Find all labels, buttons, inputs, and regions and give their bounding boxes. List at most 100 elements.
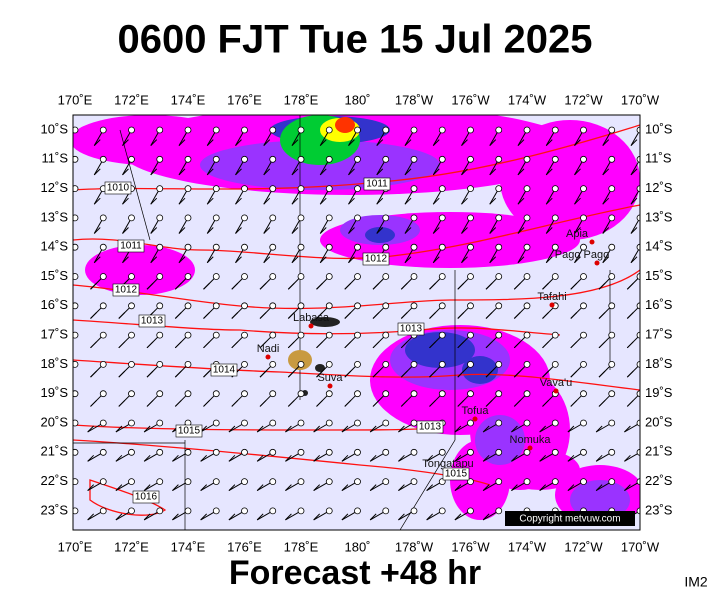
station — [354, 155, 361, 163]
lon-label: 178˚W — [395, 92, 434, 107]
station — [269, 390, 277, 398]
wind-barb — [285, 448, 305, 462]
station — [184, 302, 192, 310]
station — [523, 302, 531, 310]
wind-barb — [344, 360, 361, 378]
wind-barb — [511, 419, 531, 433]
wind-barb — [203, 302, 220, 319]
wind-barb — [539, 478, 559, 492]
barb-flag — [602, 139, 610, 146]
barb-flag — [348, 227, 355, 234]
lat-label: 10˚S — [41, 121, 69, 136]
wind-barb — [146, 273, 164, 290]
station — [495, 126, 503, 134]
lon-label: 180˚ — [344, 92, 370, 107]
station — [495, 214, 503, 222]
barb-flag — [626, 282, 634, 290]
station — [467, 185, 474, 193]
wind-barb — [624, 419, 640, 433]
place-marker — [472, 416, 478, 422]
wind-barb — [348, 214, 361, 234]
lat-label: 10˚S — [645, 121, 673, 136]
wind-barb — [570, 302, 587, 319]
station — [551, 185, 559, 193]
barb-flag — [539, 454, 547, 462]
wind-barb — [517, 214, 531, 234]
barb-flag — [206, 168, 214, 176]
station — [551, 214, 559, 222]
barb-flag — [235, 168, 242, 176]
wind-barb — [489, 243, 503, 264]
wind-barb — [485, 273, 503, 290]
wind-barb — [432, 155, 446, 176]
barb-flag — [513, 370, 521, 378]
barb-flag — [90, 282, 97, 290]
wind-barb — [73, 507, 79, 515]
barb-flag — [426, 484, 434, 491]
station — [410, 243, 418, 251]
station — [636, 273, 640, 280]
wind-barb — [150, 185, 164, 205]
wind-barb — [429, 331, 446, 349]
barb-flag — [457, 370, 465, 378]
lat-label: 23˚S — [645, 502, 673, 517]
wind-barb — [203, 331, 220, 349]
station — [297, 419, 305, 427]
wind-barb — [348, 126, 361, 146]
barb-flag — [517, 139, 525, 146]
station — [636, 302, 640, 310]
station — [382, 390, 390, 398]
barb-flag — [404, 256, 412, 264]
barb-flag — [602, 227, 610, 234]
station — [269, 478, 277, 486]
lon-label: 174˚W — [508, 539, 547, 554]
islands — [288, 317, 340, 396]
wind-barb — [122, 155, 135, 176]
wind-barb — [517, 243, 531, 264]
station — [438, 243, 446, 251]
station — [297, 273, 305, 280]
wind-barb — [256, 478, 277, 492]
station — [551, 126, 559, 134]
station — [73, 126, 79, 134]
station — [467, 126, 474, 134]
wind-barb — [595, 448, 616, 462]
station — [382, 273, 390, 280]
wind-barb — [178, 185, 192, 205]
wind-barb — [287, 360, 305, 378]
station — [156, 126, 164, 134]
isobar-label: 1015 — [445, 469, 468, 480]
barb-flag — [404, 139, 412, 146]
copyright: Copyright metvuw.com — [519, 514, 620, 525]
station — [354, 126, 361, 134]
barb-flag — [259, 370, 267, 378]
wind-barb — [150, 155, 164, 176]
wind-barb — [178, 126, 192, 146]
station — [73, 419, 79, 427]
barb-flag — [545, 197, 553, 205]
station — [495, 243, 503, 251]
barb-flag — [461, 227, 468, 234]
lat-label: 16˚S — [41, 297, 69, 312]
station — [580, 448, 587, 456]
lat-label: 16˚S — [645, 297, 673, 312]
isobar-label-box — [104, 181, 132, 195]
wind-barb — [513, 390, 531, 407]
rain-red — [335, 117, 355, 133]
wind-barb — [513, 302, 531, 319]
isobar-label: 1010 — [107, 183, 130, 194]
station — [354, 360, 361, 368]
station — [156, 448, 164, 456]
lat-label: 22˚S — [41, 473, 69, 488]
barb-flag — [172, 484, 179, 491]
station — [523, 419, 531, 427]
barb-flag — [203, 312, 210, 319]
lon-label: 170˚E — [58, 539, 93, 554]
station — [269, 448, 277, 456]
station — [523, 126, 531, 134]
station — [608, 243, 616, 251]
barb-flag — [150, 139, 158, 146]
station — [297, 448, 305, 456]
place-label: Nadi — [257, 343, 280, 355]
barb-flag — [122, 168, 129, 176]
